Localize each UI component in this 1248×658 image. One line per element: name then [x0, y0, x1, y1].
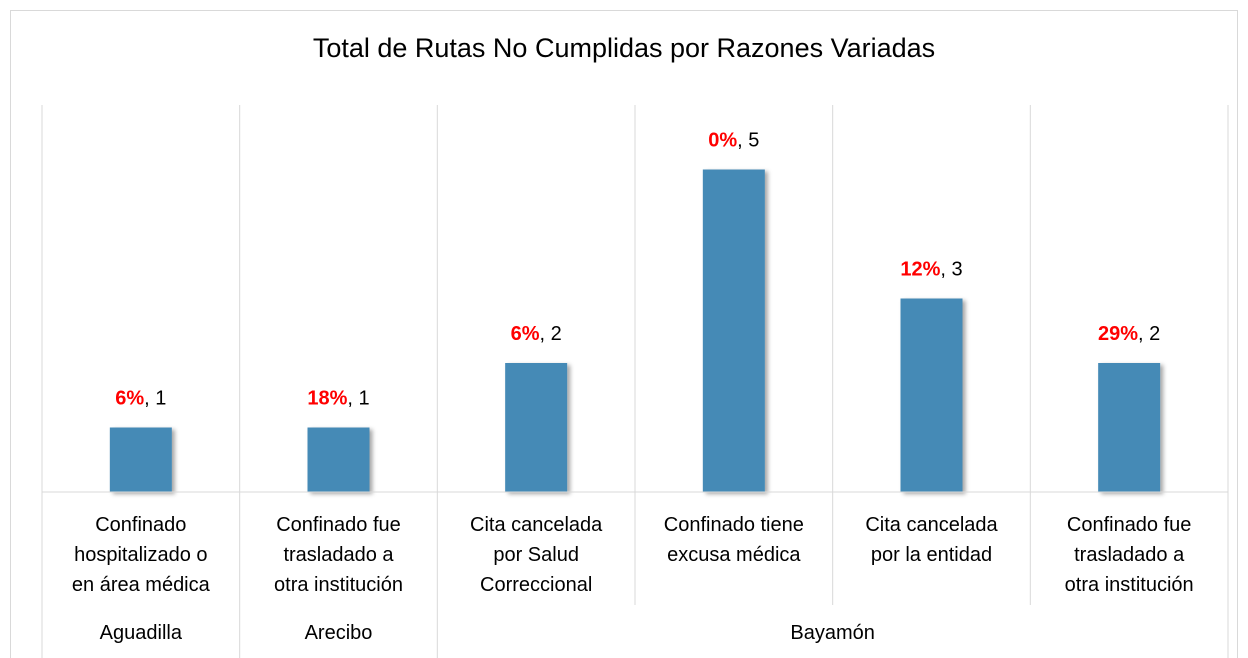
bar — [1098, 363, 1161, 492]
value-label: 5 — [748, 130, 759, 152]
bar — [109, 427, 172, 492]
value-label: 3 — [952, 259, 963, 281]
chart-border — [10, 10, 1238, 658]
percent-label: 18% — [307, 388, 347, 410]
data-label: 6%, 1 — [115, 388, 166, 410]
x-tick-label: Cita cancelada por Salud Correccional — [470, 514, 603, 596]
data-label: 18%, 1 — [307, 388, 369, 410]
percent-label: 6% — [511, 323, 540, 345]
percent-label: 12% — [900, 259, 940, 281]
label-separator: , — [347, 388, 358, 410]
percent-label: 6% — [115, 388, 144, 410]
percent-label: 0% — [708, 130, 737, 152]
bar — [505, 363, 568, 492]
value-label: 1 — [155, 388, 166, 410]
value-label: 2 — [551, 323, 562, 345]
x-tick-label: Confinado fue trasladado a otra instituc… — [274, 514, 403, 596]
group-label: Aguadilla — [99, 622, 182, 644]
percent-label: 29% — [1098, 323, 1138, 345]
label-separator: , — [1138, 323, 1149, 345]
data-label: 6%, 2 — [511, 323, 562, 345]
data-label: 29%, 2 — [1098, 323, 1160, 345]
label-separator: , — [144, 388, 155, 410]
chart-title: Total de Rutas No Cumplidas por Razones … — [313, 33, 935, 63]
bar — [307, 427, 370, 492]
value-label: 1 — [359, 388, 370, 410]
x-tick-label: Cita cancelada por la entidad — [865, 514, 998, 566]
data-label: 12%, 3 — [900, 259, 962, 281]
x-tick-label: Confinado fue trasladado a otra instituc… — [1064, 514, 1194, 596]
label-separator: , — [737, 130, 748, 152]
x-tick-label: Confinado tiene excusa médica — [663, 514, 804, 566]
group-label: Arecibo — [304, 622, 373, 644]
bar — [702, 169, 765, 492]
bar — [900, 298, 963, 492]
group-label: Bayamón — [790, 622, 875, 644]
label-separator: , — [940, 259, 951, 281]
data-label: 0%, 5 — [708, 130, 759, 152]
value-label: 2 — [1149, 323, 1160, 345]
label-separator: , — [539, 323, 550, 345]
x-tick-label: Confinado hospitalizado o en área médica — [71, 514, 210, 596]
